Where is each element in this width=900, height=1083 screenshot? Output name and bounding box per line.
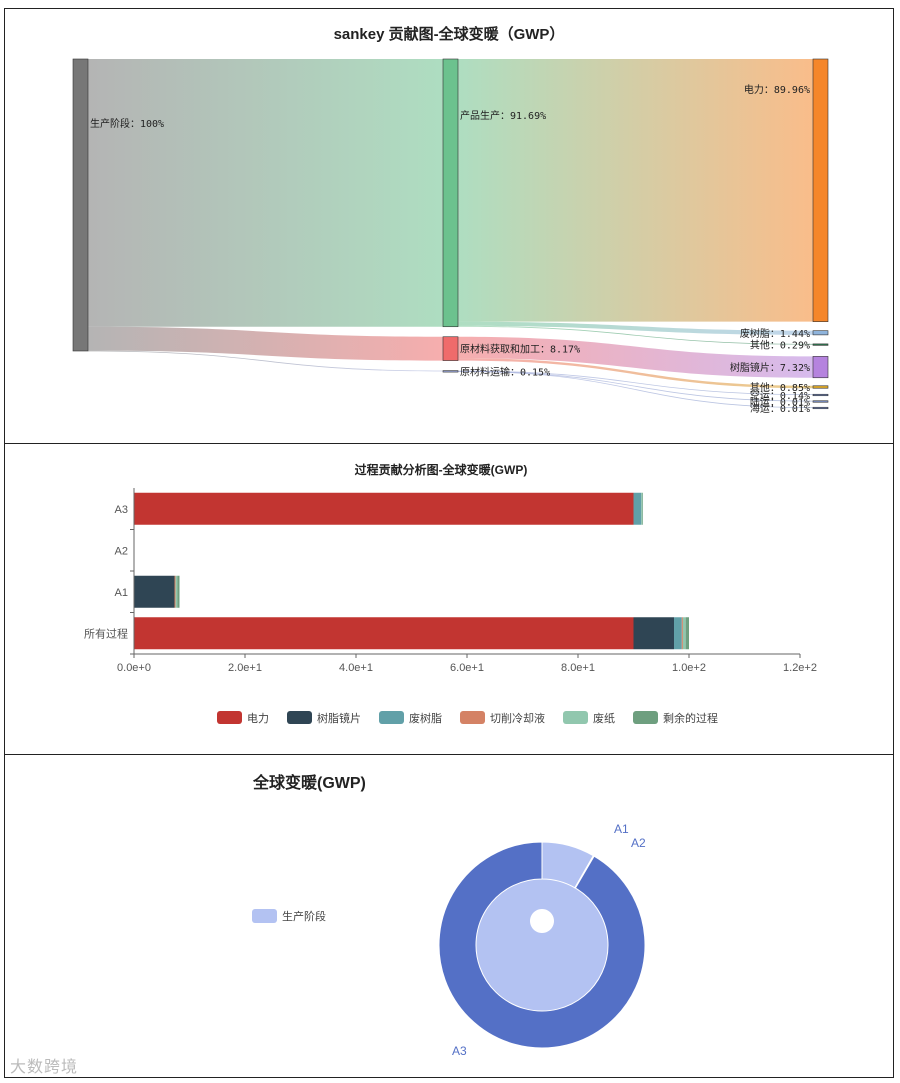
sankey-link-trans-land xyxy=(458,371,813,402)
bar-panel: 过程贡献分析图-全球变暖(GWP) 0.0e+0 2.0e+1 4.0e+1 6.0e… xyxy=(4,443,894,755)
bar-y-tick-label: 所有过程 xyxy=(84,626,128,640)
sankey-label-raw: 原材料获取和加工：8.17% xyxy=(460,343,580,356)
bar-x-tick-label: 1.0e+2 xyxy=(672,662,706,674)
bar-legend-swatch[interactable] xyxy=(460,711,485,724)
watermark: 大数跨境 xyxy=(10,1057,79,1076)
bar-segment-A3-4 xyxy=(641,492,643,525)
bar-segment-所有过程-5 xyxy=(685,617,689,650)
sankey-node-prod xyxy=(442,58,459,328)
sankey-link-stage-raw xyxy=(88,326,443,361)
sankey-label-elec: 电力：89.96% xyxy=(744,83,810,96)
bar-x-tick-label: 4.0e+1 xyxy=(339,662,373,674)
sankey-label-prod: 产品生产：91.69% xyxy=(460,109,546,122)
sankey-panel: sankey 贡献图-全球变暖（GWP） 生产阶段：100% 产品生产：91.69… xyxy=(4,8,894,444)
bar-segment-所有过程-2 xyxy=(674,617,682,650)
sankey-node-lens xyxy=(812,356,829,379)
bar-legend-label[interactable]: 废树脂 xyxy=(409,711,442,725)
bar-x-tick-label: 8.0e+1 xyxy=(561,662,595,674)
pie-label-A1: A1 xyxy=(614,822,629,836)
bar-segment-所有过程-1 xyxy=(633,617,675,650)
bar-y-tick-label: A1 xyxy=(115,587,128,599)
sankey-node-waste_resin xyxy=(812,330,829,336)
pie-inner-slice-0[interactable] xyxy=(475,879,608,1011)
sankey-node-land xyxy=(812,400,829,403)
sankey-label-waste_resin: 废树脂：1.44% xyxy=(740,327,810,340)
sankey-label-trans: 原材料运输：0.15% xyxy=(460,365,550,378)
sankey-label-sea: 海运：0.01% xyxy=(750,402,810,415)
bar-legend-swatch[interactable] xyxy=(287,711,312,724)
pie-legend-label[interactable]: 生产阶段 xyxy=(282,909,326,923)
sankey-node-stage xyxy=(72,58,89,352)
sankey-link-prod-waste_resin xyxy=(458,321,813,335)
sankey-link-trans-air xyxy=(458,370,813,396)
sankey-node-air xyxy=(812,393,829,397)
bar-x-tick-label: 6.0e+1 xyxy=(450,662,484,674)
sankey-node-other1 xyxy=(812,343,829,346)
bar-x-tick-label: 0.0e+0 xyxy=(117,662,151,674)
bar-legend-label[interactable]: 树脂镜片 xyxy=(317,711,361,725)
bar-legend-label[interactable]: 切削冷却液 xyxy=(490,711,545,725)
sankey-link-stage-prod xyxy=(88,59,443,327)
sankey-label-lens: 树脂镜片：7.32% xyxy=(730,361,810,374)
bar-segment-A1-3 xyxy=(174,575,176,608)
sankey-link-prod-other1 xyxy=(458,325,813,345)
sankey-node-raw xyxy=(442,336,459,361)
sankey-label-other2: 其他：0.85% xyxy=(750,381,810,394)
sankey-title: sankey 贡献图-全球变暖（GWP） xyxy=(334,25,565,43)
sankey-label-stage: 生产阶段：100% xyxy=(90,117,164,130)
bar-legend-label[interactable]: 剩余的过程 xyxy=(663,711,718,725)
sankey-node-sea xyxy=(812,406,829,410)
pie-label-A3: A3 xyxy=(452,1044,467,1058)
sankey-link-raw-lens xyxy=(458,336,813,378)
bar-segment-A1-1 xyxy=(134,575,175,608)
sankey-link-prod-elec xyxy=(458,59,813,322)
bar-segment-所有过程-0 xyxy=(134,617,634,650)
pie-panel: 全球变暖(GWP) 生产阶段 A1 A2 A3 xyxy=(4,754,894,1078)
sankey-node-other2 xyxy=(812,385,829,389)
bar-segment-所有过程-4 xyxy=(682,617,686,650)
bar-y-tick-label: A3 xyxy=(115,504,128,516)
bar-segment-A3-2 xyxy=(633,492,642,525)
bar-legend-swatch[interactable] xyxy=(379,711,404,724)
bar-legend-swatch[interactable] xyxy=(217,711,242,724)
pie-title: 全球变暖(GWP) xyxy=(252,773,366,792)
bar-legend-swatch[interactable] xyxy=(563,711,588,724)
bar-chart: 过程贡献分析图-全球变暖(GWP) 0.0e+0 2.0e+1 4.0e+1 6.0e… xyxy=(84,462,817,725)
sankey-node-elec xyxy=(812,58,829,322)
bar-x-tick-label: 2.0e+1 xyxy=(228,662,262,674)
bar-segment-A3-5 xyxy=(642,492,643,525)
sankey-label-air: 空运：0.14% xyxy=(750,389,810,402)
bar-x-tick-label: 1.2e+2 xyxy=(783,662,817,674)
sankey-node-trans xyxy=(442,370,459,373)
bar-segment-A1-5 xyxy=(177,575,180,608)
pie-outer-slice-A3[interactable] xyxy=(438,841,646,1049)
sankey-label-other1: 其他：0.29% xyxy=(750,339,810,352)
bar-segment-A3-0 xyxy=(134,492,634,525)
sankey-link-raw-other2 xyxy=(458,358,813,389)
sankey-link-stage-trans xyxy=(88,350,443,372)
sankey-link-trans-sea xyxy=(458,371,813,409)
bar-legend-swatch[interactable] xyxy=(633,711,658,724)
bar-legend-label[interactable]: 电力 xyxy=(247,712,269,725)
bar-y-tick-label: A2 xyxy=(115,545,128,557)
pie-legend-swatch[interactable] xyxy=(252,909,277,923)
bar-legend-label[interactable]: 废纸 xyxy=(593,711,615,725)
pie-label-A2: A2 xyxy=(631,836,646,850)
sankey-label-land: 陆运：0.01% xyxy=(750,395,810,408)
bar-segment-所有过程-3 xyxy=(681,617,683,650)
bar-title: 过程贡献分析图-全球变暖(GWP) xyxy=(355,462,528,477)
bar-segment-A1-4 xyxy=(175,575,178,608)
sankey-chart: sankey 贡献图-全球变暖（GWP） 生产阶段：100% 产品生产：91.69… xyxy=(72,25,829,415)
